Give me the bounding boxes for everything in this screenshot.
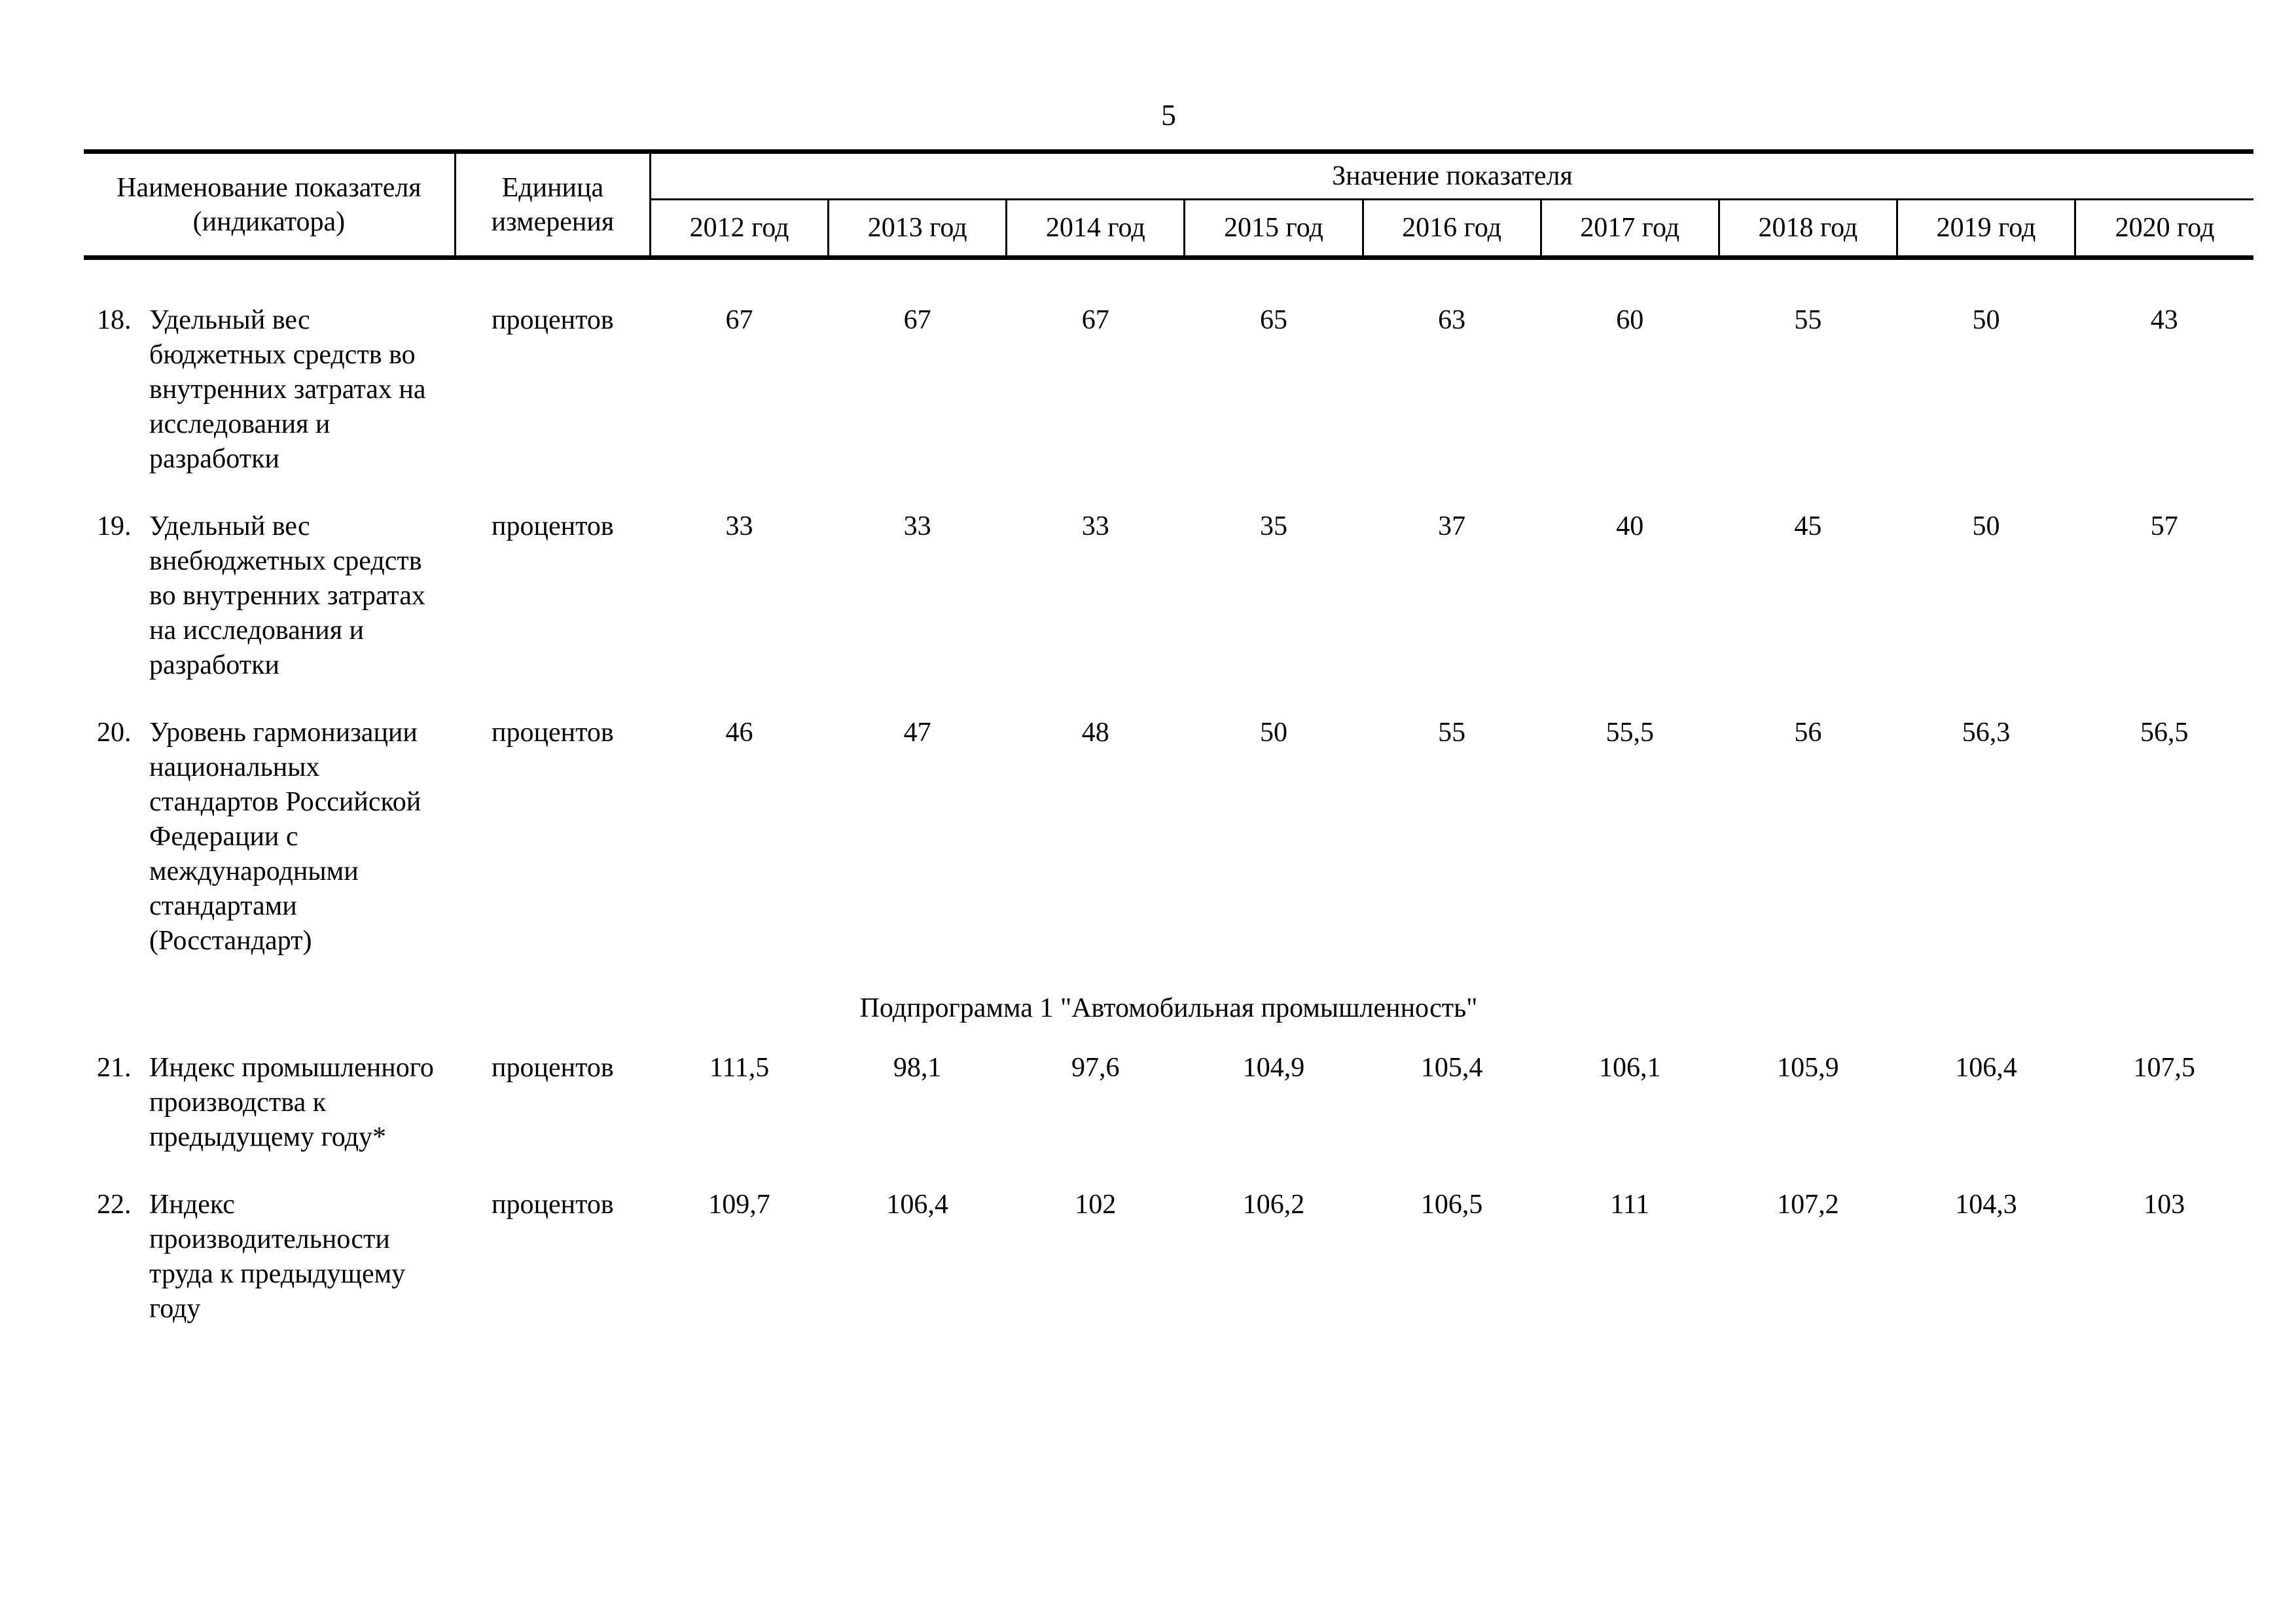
value-cell: 63 xyxy=(1438,305,1466,335)
header-indicator-name: Наименование показателя (индикатора) xyxy=(84,149,456,260)
value-cell: 48 xyxy=(1081,718,1109,748)
indicator-name: Удельный вес внебюджетных средств во вну… xyxy=(149,511,425,680)
page-number: 5 xyxy=(1161,98,1176,132)
value-cell: 106,5 xyxy=(1420,1190,1483,1220)
value-cell: 56 xyxy=(1794,718,1822,748)
value-cell: 33 xyxy=(725,511,753,541)
value-cell: 111 xyxy=(1610,1190,1650,1220)
value-cell: 105,4 xyxy=(1420,1053,1483,1083)
value-cell: 56,3 xyxy=(1962,718,2011,748)
indicator-name: Индекс производительности труда к предыд… xyxy=(149,1190,406,1324)
value-cell: 57 xyxy=(2150,511,2178,541)
value-cell: 107,5 xyxy=(2133,1053,2196,1083)
indicator-name: Удельный вес бюджетных средств во внутре… xyxy=(149,305,426,474)
row-number: 21. xyxy=(97,1053,132,1083)
unit-cell: процентов xyxy=(492,305,614,335)
header-unit: Единица измерения xyxy=(454,149,651,260)
value-cell: 109,7 xyxy=(708,1190,770,1220)
value-cell: 55,5 xyxy=(1605,718,1654,748)
value-cell: 60 xyxy=(1616,305,1644,335)
table-row: 19. Удельный вес внебюджетных средств во… xyxy=(84,509,2253,716)
value-cell: 40 xyxy=(1616,511,1644,541)
value-cell: 35 xyxy=(1259,511,1287,541)
unit-cell: процентов xyxy=(492,511,614,541)
value-cell: 106,1 xyxy=(1598,1053,1661,1083)
value-cell: 98,1 xyxy=(893,1053,942,1083)
subprogram-heading-row: Подпрограмма 1 "Автомобильная промышленн… xyxy=(84,991,2253,1051)
header-year: 2019 год xyxy=(1895,198,2077,260)
value-cell: 47 xyxy=(903,718,931,748)
table-row: 21. Индекс промышленного производства к … xyxy=(84,1051,2253,1188)
unit-cell: процентов xyxy=(492,718,614,748)
value-cell: 97,6 xyxy=(1071,1053,1120,1083)
table-row: 20. Уровень гармонизации национальных ст… xyxy=(84,716,2253,991)
value-cell: 102 xyxy=(1075,1190,1117,1220)
value-cell: 65 xyxy=(1259,305,1287,335)
header-value-group: Значение показателя xyxy=(649,149,2253,200)
value-cell: 55 xyxy=(1438,718,1466,748)
value-cell: 107,2 xyxy=(1777,1190,1839,1220)
row-number: 20. xyxy=(97,718,132,748)
unit-cell: процентов xyxy=(492,1053,614,1083)
unit-cell: процентов xyxy=(492,1190,614,1220)
header-year: 2014 год xyxy=(1005,198,1186,260)
value-cell: 55 xyxy=(1794,305,1822,335)
value-cell: 105,9 xyxy=(1777,1053,1839,1083)
subprogram-heading: Подпрограмма 1 "Автомобильная промышленн… xyxy=(859,993,1478,1023)
value-cell: 111,5 xyxy=(709,1053,770,1083)
indicators-table: Наименование показателя (индикатора) Еди… xyxy=(84,149,2253,1359)
value-cell: 67 xyxy=(725,305,753,335)
header-year: 2012 год xyxy=(649,198,830,260)
table-row: 22. Индекс производительности труда к пр… xyxy=(84,1188,2253,1359)
value-cell: 106,4 xyxy=(886,1190,948,1220)
value-cell: 50 xyxy=(1259,718,1287,748)
value-cell: 50 xyxy=(1972,511,2000,541)
header-year: 2015 год xyxy=(1183,198,1364,260)
value-cell: 104,3 xyxy=(1955,1190,2017,1220)
header-year: 2018 год xyxy=(1717,198,1898,260)
header-row-1: Наименование показателя (индикатора) Еди… xyxy=(84,149,2253,260)
table-row: 18. Удельный вес бюджетных средств во вн… xyxy=(84,258,2253,510)
value-cell: 45 xyxy=(1794,511,1822,541)
value-cell: 37 xyxy=(1438,511,1466,541)
value-cell: 103 xyxy=(2144,1190,2185,1220)
value-cell: 33 xyxy=(903,511,931,541)
header-row-2: 2012 год 2013 год 2014 год 2015 год 2016… xyxy=(84,198,2253,260)
indicator-name: Уровень гармонизации национальных станда… xyxy=(149,718,422,956)
header-year: 2020 год xyxy=(2074,198,2253,260)
value-cell: 50 xyxy=(1972,305,2000,335)
value-cell: 56,5 xyxy=(2140,718,2189,748)
row-number: 18. xyxy=(97,305,132,335)
value-cell: 46 xyxy=(725,718,753,748)
value-cell: 104,9 xyxy=(1242,1053,1305,1083)
header-year: 2016 год xyxy=(1361,198,1542,260)
value-cell: 67 xyxy=(1081,305,1109,335)
value-cell: 106,2 xyxy=(1242,1190,1305,1220)
header-year: 2013 год xyxy=(827,198,1008,260)
value-cell: 106,4 xyxy=(1955,1053,2017,1083)
indicator-name: Индекс промышленного производства к пред… xyxy=(149,1053,434,1152)
row-number: 22. xyxy=(97,1190,132,1220)
value-cell: 67 xyxy=(903,305,931,335)
row-number: 19. xyxy=(97,511,132,541)
table-header: Наименование показателя (индикатора) Еди… xyxy=(84,149,2253,260)
table-body: 18. Удельный вес бюджетных средств во вн… xyxy=(84,258,2253,1360)
document-content: 5 Наименование показателя (индикатора) Е… xyxy=(84,98,2253,1359)
value-cell: 33 xyxy=(1081,511,1109,541)
value-cell: 43 xyxy=(2150,305,2178,335)
header-year: 2017 год xyxy=(1539,198,1720,260)
